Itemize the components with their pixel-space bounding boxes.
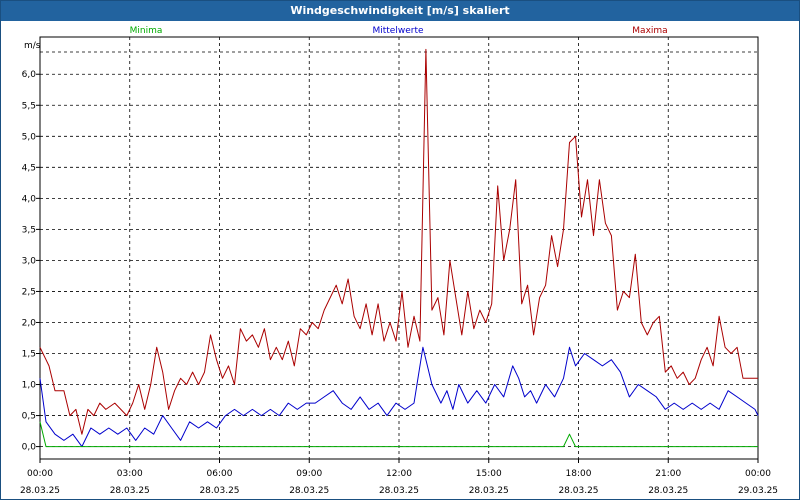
y-tick-label: 0,5 [22,412,36,422]
x-tick-date: 28.03.25 [110,486,150,496]
x-tick-time: 09:00 [296,469,322,479]
x-tick-date: 28.03.25 [648,486,688,496]
x-tick-time: 00:00 [27,469,53,479]
x-tick-date: 29.03.25 [738,486,778,496]
series-lines [39,48,759,448]
x-tick-time: 12:00 [386,469,412,479]
y-tick-label: 3,5 [22,225,36,235]
series-line-maxima [39,48,758,435]
y-tick-label: 6,0 [22,70,37,80]
x-tick-time: 00:00 [745,469,771,479]
y-tick-label: 1,5 [22,350,36,360]
x-tick-time: 06:00 [207,469,233,479]
y-tick-label: 1,0 [22,381,37,391]
legend-mittelwerte: Mittelwerte [372,26,423,36]
x-tick-date: 28.03.25 [20,486,60,496]
x-tick-date: 28.03.25 [289,486,329,496]
y-tick-label: 0,0 [22,443,37,453]
y-tick-label: 4,5 [22,163,36,173]
x-tick-time: 03:00 [117,469,143,479]
legend: Minima Mittelwerte Maxima [130,26,668,36]
y-axis-unit: m/s [24,41,41,51]
series-line-minima [39,421,758,448]
x-axis: 00:00 28.03.25 03:00 28.03.25 06:00 28.03.25 0… [20,459,778,496]
y-tick-label: 2,0 [22,318,37,328]
y-tick-label: 5,0 [22,132,37,142]
x-tick-time: 21:00 [655,469,681,479]
legend-maxima: Maxima [632,26,667,36]
x-tick-time: 15:00 [476,469,502,479]
y-tick-label: 5,5 [22,101,36,111]
y-tick-label: 3,0 [22,256,37,266]
y-axis: m/s 0,0 0,5 1,0 1,5 2,0 2,5 3,0 3,5 4,0 4,5 5,0 5,5 6… [22,41,41,453]
x-tick-date: 28.03.25 [199,486,239,496]
series-line-mittelwerte [39,346,759,448]
legend-minima: Minima [130,26,163,36]
window-title: Windgeschwindigkeit [m/s] skaliert [1,1,799,21]
grid-lines [40,37,758,459]
x-tick-date: 28.03.25 [469,486,509,496]
x-tick-date: 28.03.25 [558,486,598,496]
x-tick-time: 18:00 [566,469,592,479]
x-tick-date: 28.03.25 [379,486,419,496]
y-tick-label: 4,0 [22,194,37,204]
y-tick-label: 2,5 [22,287,36,297]
